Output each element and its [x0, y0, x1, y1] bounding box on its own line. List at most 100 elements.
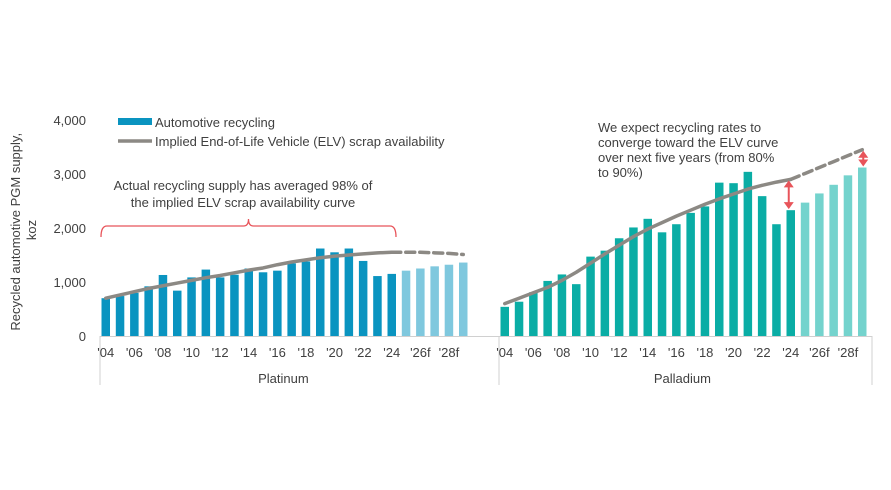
gap-arrow-head-down [858, 159, 869, 167]
x-tick-label: '28f [439, 345, 460, 360]
palladium-bar-05 [514, 301, 524, 336]
palladium-bar-11 [600, 250, 610, 336]
gap-arrow-head-down [783, 202, 794, 210]
palladium-annotation-line1: We expect recycling rates to [598, 120, 761, 135]
palladium-annotation-line3: over next five years (from 80% [598, 150, 775, 165]
x-tick-label: '06 [525, 345, 542, 360]
palladium-bar-21 [743, 171, 753, 336]
palladium-annotation-line2: converge toward the ELV curve [598, 135, 778, 150]
elv-lines [104, 147, 864, 306]
palladium-bar-04 [500, 306, 509, 336]
x-axis-ticks: '04 '06 '08 '10 '12 '14 '16 '18 '20 '22 '24 '26f '28… [97, 345, 858, 360]
x-tick-label: '18 [297, 345, 314, 360]
y-axis-ticks: 0 1,000 2,000 3,000 4,000 [53, 113, 86, 344]
platinum-bar-16 [273, 270, 282, 336]
x-tick-label: '24 [383, 345, 400, 360]
platinum-bar-23 [373, 276, 382, 336]
palladium-bar-15 [657, 232, 667, 336]
x-tick-label: '20 [725, 345, 742, 360]
gap-arrow-head-up [783, 180, 794, 188]
platinum-bar-06 [130, 292, 139, 336]
platinum-bar-20 [330, 252, 339, 336]
palladium-group-label: Palladium [654, 371, 711, 386]
x-tick-label: '26f [410, 345, 431, 360]
palladium-elv-line [503, 177, 793, 306]
palladium-bar-09 [572, 284, 581, 336]
platinum-bar-22 [358, 260, 368, 336]
platinum-bar-13 [230, 274, 239, 336]
platinum-bar-07 [144, 286, 153, 336]
palladium-bar-10 [586, 256, 595, 336]
palladium-bar-20 [729, 183, 738, 336]
platinum-bar-17 [287, 263, 296, 336]
y-tick-label: 0 [79, 329, 86, 344]
palladium-bar-07 [543, 280, 552, 336]
x-tick-label: '04 [496, 345, 513, 360]
legend-label-elv: Implied End-of-Life Vehicle (ELV) scrap … [155, 134, 445, 149]
x-tick-label: '14 [240, 345, 257, 360]
y-tick-label: 4,000 [53, 113, 86, 128]
legend-label-recycling: Automotive recycling [155, 115, 275, 130]
platinum-annotation-line2: the implied ELV scrap availability curve [131, 195, 355, 210]
platinum-bar-28f [444, 264, 454, 336]
y-axis-label-line2: koz [24, 220, 39, 240]
palladium-bar-29f [858, 167, 867, 336]
platinum-bar-04 [101, 298, 110, 336]
platinum-bar-24 [387, 273, 396, 336]
x-tick-label: '20 [326, 345, 343, 360]
group-labels: Platinum Palladium [258, 371, 711, 386]
platinum-bar-29f [459, 262, 468, 336]
annotation-bracket [100, 218, 397, 238]
palladium-bar-18 [700, 206, 710, 336]
x-tick-label: '26f [809, 345, 830, 360]
palladium-bar-17 [686, 212, 695, 336]
platinum-bar-11 [201, 269, 211, 336]
platinum-group-label: Platinum [258, 371, 309, 386]
palladium-bar-26f [815, 193, 824, 336]
x-tick-label: '08 [154, 345, 171, 360]
x-tick-label: '16 [668, 345, 685, 360]
platinum-annotation-line1: Actual recycling supply has averaged 98%… [114, 178, 373, 193]
legend: Automotive recycling Implied End-of-Life… [118, 115, 445, 149]
platinum-bar-05 [115, 296, 125, 336]
palladium-bar-24 [786, 210, 795, 336]
x-tick-label: '14 [639, 345, 656, 360]
x-tick-label: '18 [696, 345, 713, 360]
platinum-bar-18 [301, 261, 311, 336]
x-tick-label: '28f [838, 345, 859, 360]
platinum-bar-12 [215, 277, 225, 336]
x-tick-label: '08 [553, 345, 570, 360]
platinum-bar-19 [316, 248, 325, 336]
palladium-elv-forecast-line [789, 147, 864, 182]
x-tick-label: '12 [212, 345, 229, 360]
gap-arrow-head-up [858, 150, 869, 158]
palladium-bar-28f [843, 175, 853, 336]
palladium-annotation: We expect recycling rates to converge to… [598, 120, 778, 180]
palladium-bar-16 [672, 224, 681, 336]
x-tick-label: '12 [611, 345, 628, 360]
palladium-bar-27f [829, 184, 838, 336]
palladium-bar-22 [757, 196, 767, 336]
palladium-bar-25f [800, 202, 810, 336]
platinum-bar-09 [173, 290, 182, 336]
y-tick-label: 3,000 [53, 167, 86, 182]
legend-bar-swatch [118, 118, 152, 125]
palladium-annotation-line4: to 90%) [598, 165, 643, 180]
x-tick-label: '06 [126, 345, 143, 360]
palladium-bar-19 [715, 182, 724, 336]
x-tick-label: '16 [269, 345, 286, 360]
x-tick-label: '22 [355, 345, 372, 360]
y-tick-label: 2,000 [53, 221, 86, 236]
platinum-annotation: Actual recycling supply has averaged 98%… [100, 178, 397, 238]
platinum-bar-08 [158, 274, 168, 336]
x-tick-label: '24 [782, 345, 799, 360]
palladium-bar-12 [614, 238, 624, 336]
platinum-bar-15 [258, 272, 268, 336]
x-tick-label: '22 [754, 345, 771, 360]
platinum-elv-line [104, 250, 394, 300]
y-axis-label-line1: Recycled automotive PGM supply, [8, 133, 23, 331]
y-axis-label: Recycled automotive PGM supply, koz [8, 129, 39, 330]
platinum-bar-10 [187, 277, 196, 336]
palladium-bar-08 [557, 274, 567, 336]
y-tick-label: 1,000 [53, 275, 86, 290]
